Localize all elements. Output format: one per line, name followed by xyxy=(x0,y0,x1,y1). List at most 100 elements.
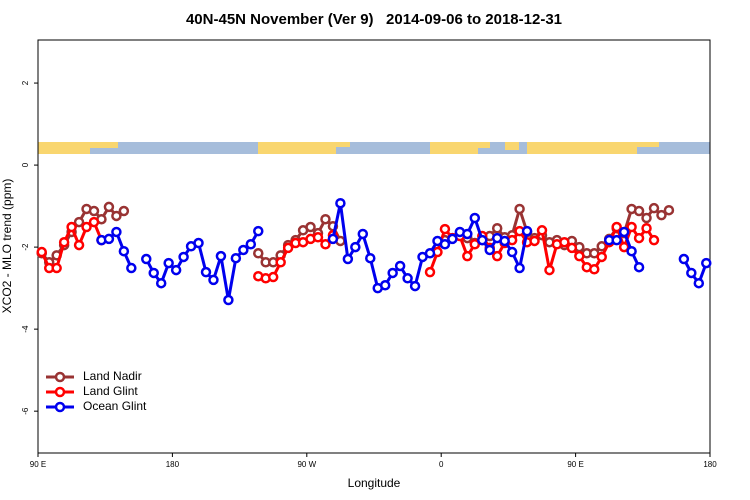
data-point xyxy=(648,202,660,214)
data-point xyxy=(73,239,85,251)
series-line xyxy=(144,230,260,302)
data-point xyxy=(111,210,122,222)
data-point xyxy=(521,225,533,237)
data-point xyxy=(88,205,100,217)
data-point xyxy=(424,266,436,278)
data-point xyxy=(424,248,436,259)
data-point xyxy=(693,277,705,289)
data-point xyxy=(88,216,100,228)
data-point xyxy=(514,203,525,215)
data-point xyxy=(253,225,264,237)
data-point xyxy=(357,228,369,240)
data-point xyxy=(81,221,92,233)
data-point xyxy=(656,209,667,221)
data-point xyxy=(379,280,391,291)
legend-swatch-marker xyxy=(54,401,66,413)
data-point xyxy=(178,251,189,263)
data-point xyxy=(320,238,331,250)
data-point xyxy=(253,248,264,259)
data-point xyxy=(536,225,548,236)
data-point xyxy=(141,253,152,265)
data-point xyxy=(499,235,510,247)
data-point xyxy=(663,204,675,216)
data-point xyxy=(618,226,630,238)
data-point xyxy=(350,241,361,253)
data-point xyxy=(155,277,167,289)
data-point xyxy=(589,264,600,275)
data-point xyxy=(409,280,421,292)
data-point xyxy=(103,233,115,245)
y-tick-label: 2 xyxy=(21,80,30,85)
data-point xyxy=(335,197,346,209)
data-point xyxy=(462,250,473,262)
data-point xyxy=(574,250,585,262)
x-tick-label: 180 xyxy=(703,460,717,469)
data-point xyxy=(126,262,137,274)
data-point xyxy=(469,212,481,224)
chart-title: 40N-45N November (Ver 9) 2014-09-06 to 2… xyxy=(186,11,562,28)
data-point xyxy=(484,244,495,256)
data-point xyxy=(506,246,518,258)
data-point xyxy=(618,241,630,253)
data-point xyxy=(208,274,219,286)
data-point xyxy=(118,205,130,217)
data-point xyxy=(148,267,159,279)
data-point xyxy=(267,271,279,283)
data-point xyxy=(559,236,570,248)
data-point xyxy=(439,238,451,250)
data-point xyxy=(312,232,324,243)
x-tick-label: 90 E xyxy=(567,460,583,469)
data-point xyxy=(118,245,130,257)
data-point xyxy=(566,242,578,254)
data-point xyxy=(596,251,607,263)
legend-swatch-marker xyxy=(54,386,66,398)
data-point xyxy=(66,221,77,233)
data-point xyxy=(529,235,540,247)
data-point xyxy=(701,257,712,269)
data-point xyxy=(275,257,286,268)
data-point xyxy=(193,237,204,249)
legend-swatch-marker xyxy=(54,371,66,383)
data-point xyxy=(320,213,331,225)
data-point xyxy=(223,294,234,306)
data-point xyxy=(163,257,174,269)
data-point xyxy=(103,201,115,213)
data-point xyxy=(447,233,458,245)
data-point xyxy=(469,238,481,250)
data-point xyxy=(170,264,182,276)
data-point xyxy=(245,238,257,250)
data-point xyxy=(200,266,212,278)
data-point xyxy=(51,262,62,274)
data-point xyxy=(626,221,637,233)
y-tick-label: -6 xyxy=(21,407,30,415)
data-point xyxy=(477,234,488,246)
data-point xyxy=(633,261,645,273)
y-tick-label: -4 xyxy=(21,325,30,333)
x-tick-label: 90 E xyxy=(30,460,46,469)
data-point xyxy=(282,242,294,254)
data-point xyxy=(394,260,406,272)
legend-label: Land Glint xyxy=(83,384,138,398)
legend-label: Land Nadir xyxy=(83,369,142,383)
data-point xyxy=(342,253,354,265)
data-point xyxy=(514,262,525,274)
data-point xyxy=(633,205,645,217)
data-point xyxy=(305,221,316,233)
plot-frame xyxy=(37,39,711,454)
data-point xyxy=(238,244,249,256)
data-point xyxy=(611,234,622,246)
data-point xyxy=(230,252,242,264)
data-point xyxy=(686,267,697,279)
data-point xyxy=(633,232,645,244)
x-axis-label: Longitude xyxy=(348,476,401,490)
data-point xyxy=(678,253,690,265)
land-ocean-strip xyxy=(38,142,710,154)
data-point xyxy=(491,222,503,234)
x-tick-label: 180 xyxy=(166,460,180,469)
data-point xyxy=(611,221,622,233)
data-point xyxy=(215,250,227,262)
y-axis-label: XCO2 - MLO trend (ppm) xyxy=(0,179,14,314)
data-point xyxy=(641,222,652,234)
data-point xyxy=(36,246,47,258)
